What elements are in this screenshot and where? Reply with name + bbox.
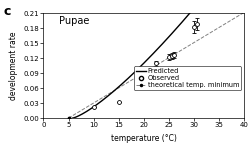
Y-axis label: development rate: development rate bbox=[9, 31, 18, 100]
Text: c: c bbox=[3, 5, 11, 18]
Text: Pupae: Pupae bbox=[59, 16, 89, 26]
Legend: Predicted, Observed, theoretical temp. minimum: Predicted, Observed, theoretical temp. m… bbox=[133, 66, 240, 90]
X-axis label: temperature (°C): temperature (°C) bbox=[111, 134, 176, 143]
